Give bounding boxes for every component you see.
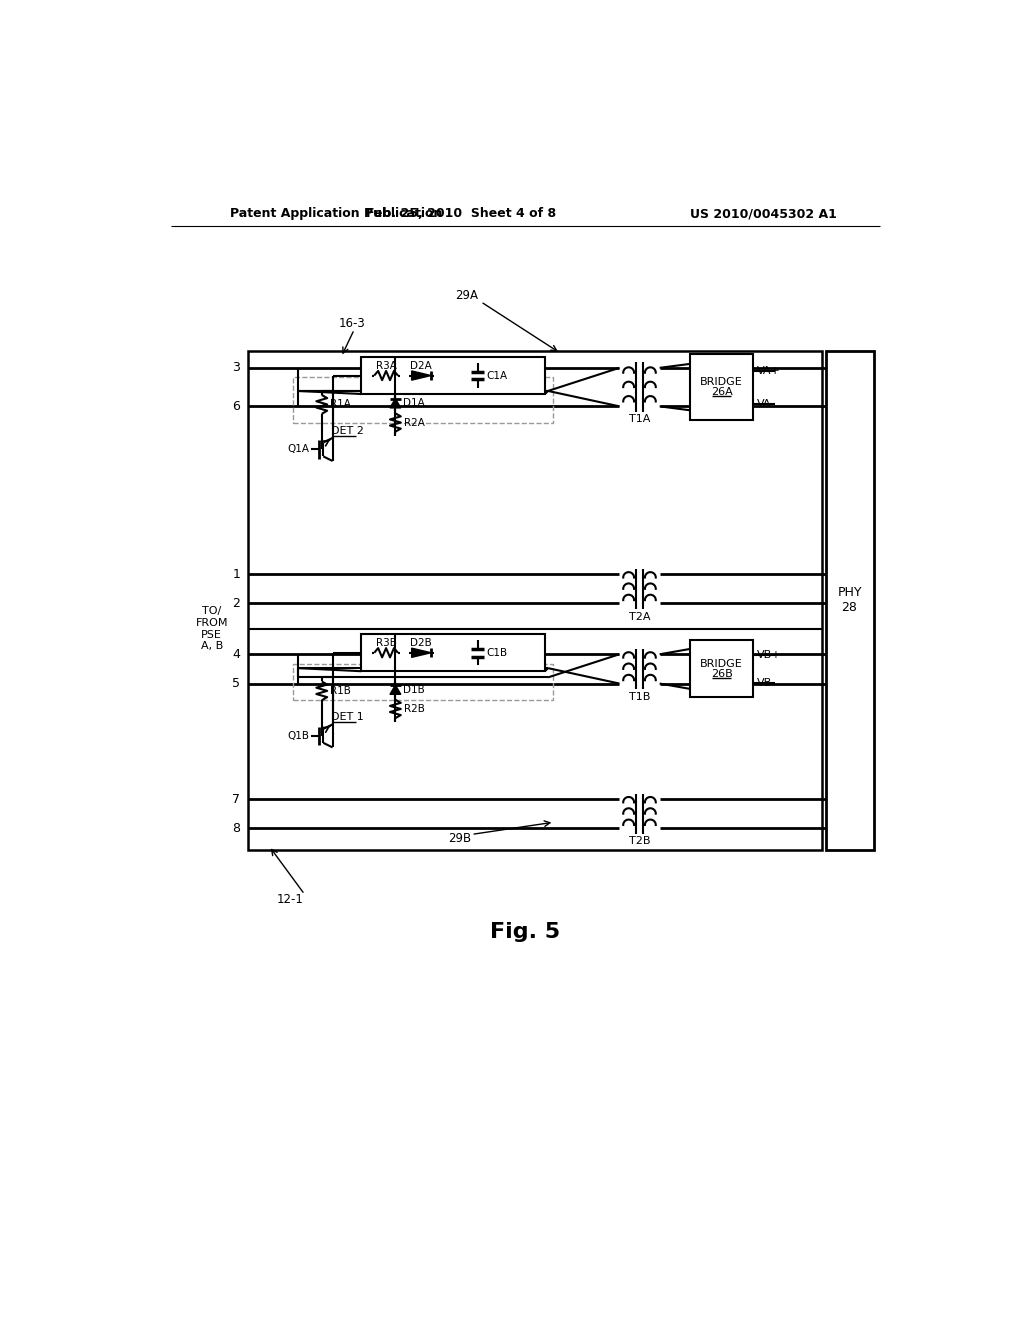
Text: VB+: VB+ bbox=[758, 649, 782, 660]
Text: Q1B: Q1B bbox=[288, 731, 309, 741]
Text: 16-3: 16-3 bbox=[339, 317, 366, 330]
Text: Q1A: Q1A bbox=[288, 445, 309, 454]
Polygon shape bbox=[412, 648, 431, 657]
Bar bbox=[361, 635, 545, 671]
Text: R1A: R1A bbox=[331, 400, 351, 409]
Text: TO/
FROM
PSE
A, B: TO/ FROM PSE A, B bbox=[196, 606, 228, 651]
Text: R3A: R3A bbox=[376, 362, 396, 371]
Text: 3: 3 bbox=[232, 362, 241, 375]
Text: 26A: 26A bbox=[711, 387, 732, 397]
Text: 12-1: 12-1 bbox=[276, 892, 303, 906]
Bar bbox=[293, 664, 553, 701]
Text: T2B: T2B bbox=[629, 837, 650, 846]
Bar bbox=[690, 354, 754, 420]
Text: C1A: C1A bbox=[486, 371, 508, 380]
Polygon shape bbox=[390, 685, 400, 694]
Text: VA+: VA+ bbox=[758, 366, 781, 375]
Polygon shape bbox=[390, 399, 400, 408]
Text: D1A: D1A bbox=[403, 399, 425, 408]
Bar bbox=[361, 358, 545, 395]
Text: DET 1: DET 1 bbox=[331, 713, 364, 722]
Text: D2B: D2B bbox=[411, 639, 432, 648]
Text: 1: 1 bbox=[232, 568, 241, 581]
Text: T1B: T1B bbox=[629, 692, 650, 702]
Text: Fig. 5: Fig. 5 bbox=[489, 923, 560, 942]
Text: BRIDGE: BRIDGE bbox=[700, 659, 743, 669]
Bar bbox=[293, 378, 553, 424]
Text: D1B: D1B bbox=[403, 685, 425, 694]
Text: BRIDGE: BRIDGE bbox=[700, 378, 743, 388]
Text: VA-: VA- bbox=[758, 399, 775, 409]
Text: 29A: 29A bbox=[455, 289, 478, 302]
Text: 26B: 26B bbox=[711, 668, 732, 678]
Text: 8: 8 bbox=[232, 822, 241, 834]
Text: R2A: R2A bbox=[403, 417, 425, 428]
Text: T1A: T1A bbox=[629, 414, 650, 425]
Polygon shape bbox=[412, 371, 431, 380]
Text: Feb. 25, 2010  Sheet 4 of 8: Feb. 25, 2010 Sheet 4 of 8 bbox=[367, 207, 556, 220]
Text: 2: 2 bbox=[232, 597, 241, 610]
Bar bbox=[690, 640, 754, 697]
Text: 7: 7 bbox=[232, 792, 241, 805]
Text: PHY
28: PHY 28 bbox=[838, 586, 862, 614]
Bar bbox=[825, 351, 873, 850]
Text: 29B: 29B bbox=[449, 832, 471, 845]
Text: R3B: R3B bbox=[376, 639, 396, 648]
Text: US 2010/0045302 A1: US 2010/0045302 A1 bbox=[690, 207, 837, 220]
Text: VB-: VB- bbox=[758, 678, 776, 688]
Text: R1B: R1B bbox=[331, 686, 351, 696]
Text: DET 2: DET 2 bbox=[331, 426, 364, 436]
Text: C1B: C1B bbox=[486, 648, 508, 657]
Text: 6: 6 bbox=[232, 400, 241, 413]
Bar bbox=[248, 351, 821, 850]
Text: 4: 4 bbox=[232, 648, 241, 661]
Text: Patent Application Publication: Patent Application Publication bbox=[230, 207, 442, 220]
Text: D2A: D2A bbox=[411, 362, 432, 371]
Text: 5: 5 bbox=[232, 677, 241, 690]
Text: T2A: T2A bbox=[629, 611, 650, 622]
Text: R2B: R2B bbox=[403, 704, 425, 714]
